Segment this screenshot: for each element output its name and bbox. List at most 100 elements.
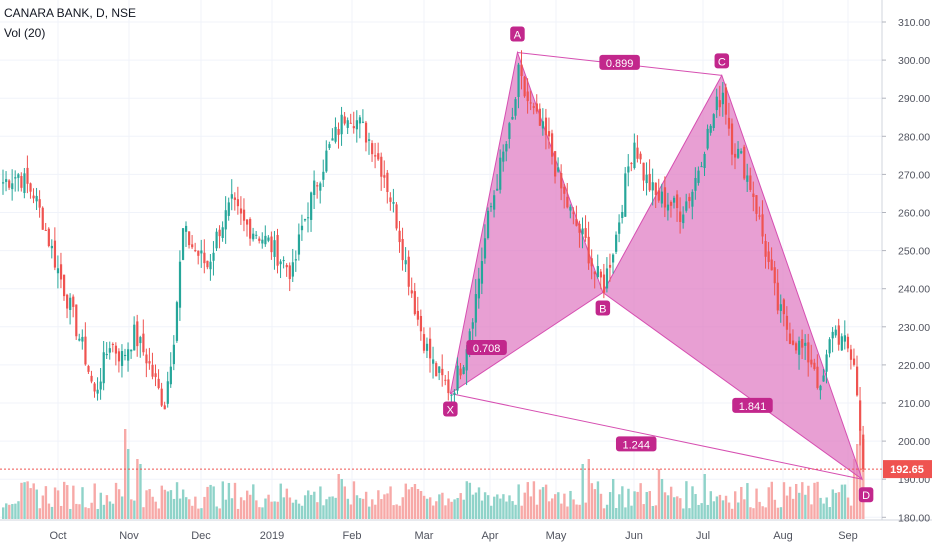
volume-bar [47,503,51,519]
volume-bar [822,503,825,519]
candle-body [627,166,630,173]
candle-body [834,329,837,336]
candle-body [5,179,8,182]
volume-bar [203,496,206,519]
candle-body [56,268,60,274]
volume-bar [843,484,847,519]
candle-body [206,260,209,268]
point-label-d: D [862,490,870,502]
pattern-triangle-xab[interactable] [449,50,604,395]
candle-body [242,209,246,221]
candle-body [447,379,450,394]
point-label-d-bg [858,487,874,503]
volume-bar [700,503,703,519]
candle-body [282,260,285,262]
volume-bar [602,508,606,519]
y-tick-label: 210.00 [898,398,930,410]
candle-body [483,238,487,259]
candle-body [596,266,599,278]
x-tick-label: Sep [838,530,858,542]
candle-body [130,349,133,352]
candle-body [117,351,121,362]
volume-bar [133,500,136,519]
candle-body [14,177,17,179]
volume-bar [459,493,462,519]
candle-body [157,378,160,389]
volume-bar [724,495,728,519]
candle-body [319,183,322,191]
volume-bar [96,508,99,519]
volume-bar [404,483,407,519]
candle-body [325,150,328,172]
volume-bar [200,508,203,519]
candle-body [102,352,105,384]
candle-body [639,153,642,160]
volume-bar [142,507,145,519]
candle-body [773,267,776,284]
candle-body [599,271,602,278]
pattern-triangle-bcd[interactable] [602,74,864,481]
candle-body [856,366,859,396]
volume-bar [846,497,850,519]
volume-bar [663,492,667,519]
volume-bar [285,488,289,519]
candle-body [602,274,606,293]
volume-bar [834,492,838,519]
y-axis-ticks: 310.00 300.00 290.00 280.00 270.00 260.00 250.… [882,17,930,524]
ratio-label-ac: 0.899 [606,58,634,70]
volume-bar [413,484,417,519]
candle-body [520,64,523,77]
volume-bar [795,484,798,519]
volume-bar [227,482,231,519]
harmonic-pattern[interactable] [449,50,864,481]
candle-body [84,336,87,365]
volume-bar [831,489,834,519]
candle-body [429,338,432,359]
volume-bar [93,483,96,519]
candle-body [569,206,572,211]
volume-bar [605,504,609,519]
candle-body [578,223,581,233]
volume-bar [529,496,533,519]
volume-bar [239,497,243,519]
volume-bar [743,499,746,519]
volume-bar [343,486,346,519]
candle-body [788,333,792,344]
y-tick-label: 300.00 [898,55,930,67]
candle-body [554,151,557,177]
volume-bar [401,497,404,519]
candle-body [377,153,380,160]
volume-bar [535,504,539,519]
candle-body [78,338,81,341]
volume-bar [669,486,673,519]
candle-body [236,199,240,207]
volume-bar [578,504,581,519]
volume-bar [755,488,758,519]
volume-bar [551,498,554,519]
volume-bar [87,508,90,519]
candle-body [608,264,612,268]
candle-body [169,366,172,385]
volume-bar [526,482,529,519]
candle-body [410,290,413,294]
candle-body [38,199,41,208]
volume-bar [798,492,801,519]
pattern-line-xd[interactable] [450,392,863,480]
candle-body [380,156,383,177]
candle-body [355,120,358,130]
candle-body [313,180,316,195]
volume-bar [374,504,377,519]
volume-bar [596,481,600,519]
volume-bar [575,504,578,519]
volume-bar [2,507,5,519]
volume-bar [267,494,270,519]
candle-body [563,186,566,194]
volume-bar [270,501,273,519]
volume-bar [172,498,176,519]
candle-body [227,202,230,216]
volume-bar [178,498,182,519]
candle-body [87,366,90,372]
volume-bar [761,506,764,519]
volume-bar [20,482,23,519]
